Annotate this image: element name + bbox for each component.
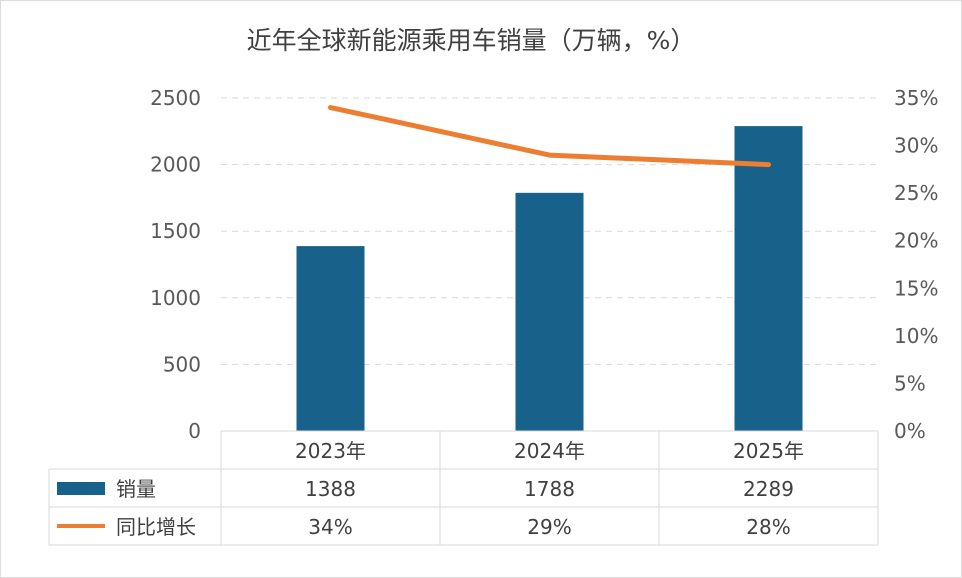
right-tick-label: 0%: [894, 419, 926, 443]
bars: [296, 126, 803, 432]
table-cell-sales: 1788: [524, 477, 575, 501]
table-category-label: 2023年: [295, 439, 366, 463]
growth-line-path: [328, 105, 771, 168]
right-tick-label: 15%: [894, 276, 938, 300]
right-tick-label: 10%: [894, 324, 938, 348]
right-tick-label: 35%: [894, 86, 938, 110]
right-axis-ticks: 0% 5% 10% 15% 20% 25% 30% 35%: [894, 86, 938, 443]
table-category-label: 2025年: [733, 439, 804, 463]
left-tick-label: 1000: [150, 286, 201, 310]
left-tick-label: 2500: [150, 86, 201, 110]
table-cell-sales: 2289: [743, 477, 794, 501]
growth-line: [328, 105, 771, 168]
table-cell-growth: 28%: [746, 515, 790, 539]
left-tick-label: 1500: [150, 219, 201, 243]
bar-2024年: [515, 192, 584, 431]
legend-swatch-sales: [57, 482, 105, 495]
left-tick-label: 500: [163, 352, 201, 376]
bar-2025年: [734, 126, 803, 432]
left-tick-label: 0: [188, 419, 201, 443]
left-tick-label: 2000: [150, 153, 201, 177]
left-axis-ticks: 0 500 1000 1500 2000 2500: [150, 86, 201, 443]
right-tick-label: 25%: [894, 181, 938, 205]
legend-label-sales: 销量: [116, 477, 156, 501]
legend-label-growth: 同比增长: [116, 515, 196, 539]
right-tick-label: 30%: [894, 134, 938, 158]
table-cell-sales: 1388: [305, 477, 356, 501]
right-tick-label: 20%: [894, 229, 938, 253]
chart-title: 近年全球新能源乘用车销量（万辆，%）: [247, 26, 696, 55]
table-cell-growth: 34%: [308, 515, 352, 539]
right-tick-label: 5%: [894, 371, 926, 395]
bar-2023年: [296, 246, 365, 431]
table-cell-growth: 29%: [527, 515, 571, 539]
table-category-label: 2024年: [514, 439, 585, 463]
